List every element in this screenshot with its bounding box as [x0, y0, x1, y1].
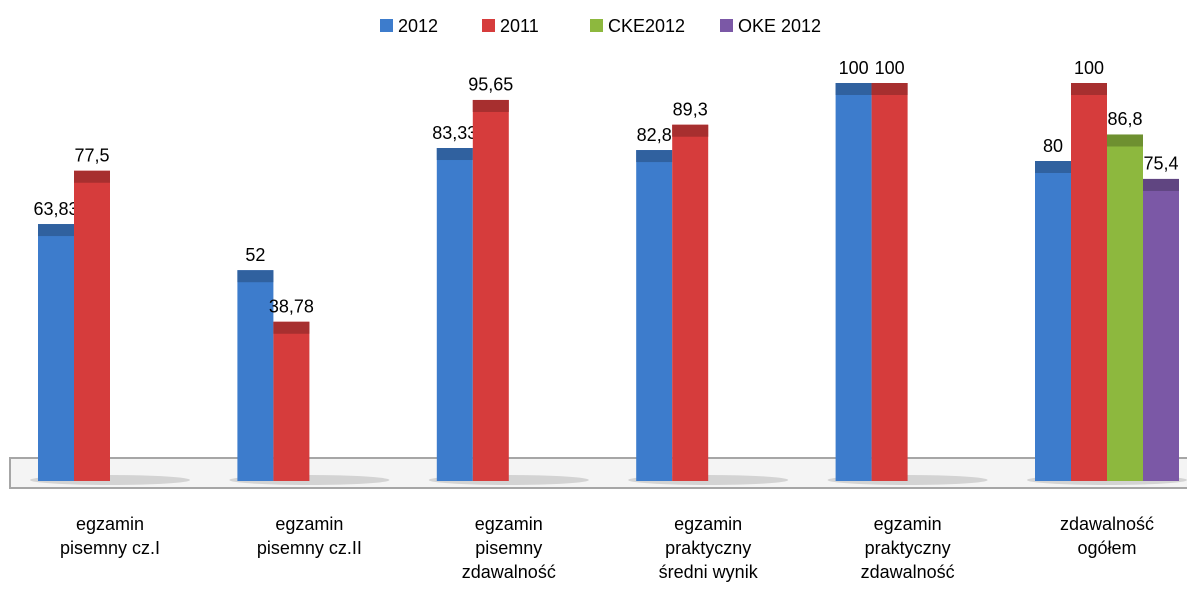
- legend-label: 2012: [398, 16, 438, 36]
- data-label: 100: [1074, 58, 1104, 78]
- x-tick-label: egzamin pisemny cz.II: [256, 514, 362, 558]
- data-label: 86,8: [1107, 109, 1142, 129]
- bar: [273, 321, 310, 481]
- data-label: 95,65: [468, 75, 513, 95]
- data-label: 52: [245, 245, 265, 265]
- bar: [1143, 178, 1179, 481]
- bar: [38, 224, 74, 482]
- data-label: 63,83: [33, 199, 78, 219]
- legend-swatch: [380, 19, 393, 32]
- data-label: 38,78: [269, 297, 314, 317]
- bar: [1035, 161, 1071, 481]
- legend-swatch: [590, 19, 603, 32]
- x-tick-label: egzamin pisemny zdawalność: [461, 514, 556, 582]
- bar: [1071, 83, 1107, 481]
- bar: [835, 83, 872, 481]
- data-label: 83,33: [432, 123, 477, 143]
- data-label: 80: [1043, 136, 1063, 156]
- legend-swatch: [482, 19, 495, 32]
- x-tick-label: egzamin praktyczny średni wynik: [658, 514, 758, 582]
- x-tick-label: egzamin praktyczny zdawalność: [860, 514, 955, 582]
- x-tick-label: zdawalność ogółem: [1059, 514, 1155, 558]
- bar: [672, 124, 709, 481]
- bar: [472, 99, 509, 481]
- data-label: 100: [839, 58, 869, 78]
- bar: [871, 83, 908, 481]
- bar: [1107, 134, 1143, 482]
- data-label: 75,4: [1143, 154, 1178, 174]
- legend-label: CKE2012: [608, 16, 685, 36]
- floor: [9, 457, 1187, 489]
- data-label: 77,5: [74, 146, 109, 166]
- data-label: 100: [875, 58, 905, 78]
- bar: [436, 148, 473, 481]
- legend-label: OKE 2012: [738, 16, 821, 36]
- bar: [74, 170, 110, 481]
- data-label: 82,8: [637, 125, 672, 145]
- x-tick-label: egzamin pisemny cz.I: [59, 514, 161, 558]
- bar: [237, 270, 274, 481]
- bar: [636, 150, 673, 481]
- legend-swatch: [720, 19, 733, 32]
- legend-label: 2011: [500, 16, 539, 36]
- data-label: 89,3: [673, 99, 708, 119]
